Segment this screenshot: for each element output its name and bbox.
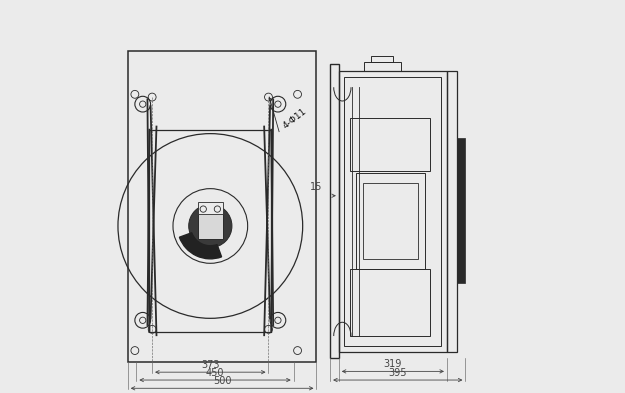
Circle shape [139,317,146,323]
Text: 450: 450 [206,368,224,378]
Bar [198,202,223,214]
Circle shape [275,101,281,107]
Text: 15: 15 [310,182,322,192]
Bar [330,64,339,358]
Bar [362,183,418,259]
Bar [149,130,271,332]
Text: 395: 395 [389,368,407,378]
Text: 4-Φ11: 4-Φ11 [281,106,308,130]
Circle shape [275,317,281,323]
Bar [350,269,431,336]
Bar [356,173,424,269]
Text: 500: 500 [213,376,231,386]
Bar [364,62,401,71]
Wedge shape [179,233,221,259]
Bar [350,118,431,171]
Text: 373: 373 [201,360,219,370]
Circle shape [189,204,232,248]
Bar [198,213,223,239]
Bar [447,71,457,352]
Bar [127,51,316,362]
Circle shape [139,101,146,107]
Bar [344,77,441,346]
Bar [339,71,447,352]
Bar [457,138,466,283]
Text: 319: 319 [384,360,402,369]
Bar [371,56,394,62]
